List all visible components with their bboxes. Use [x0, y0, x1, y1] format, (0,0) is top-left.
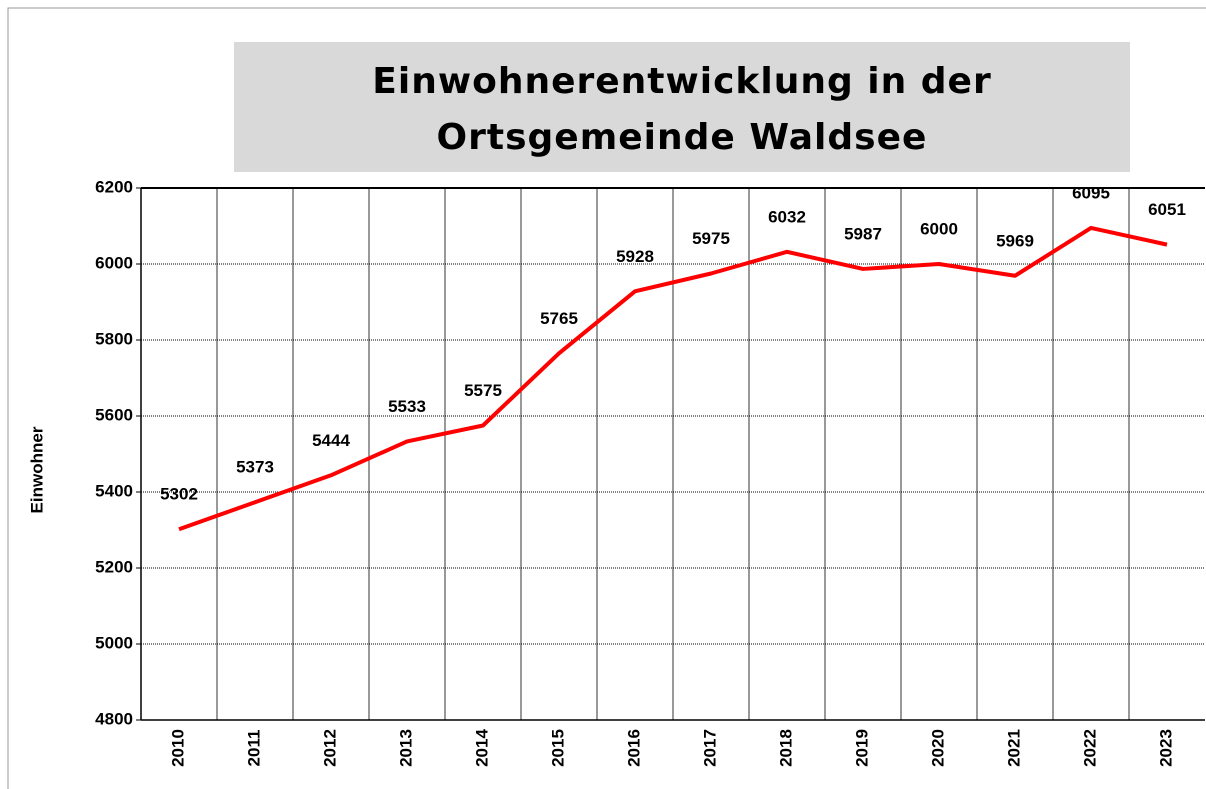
y-tick-label: 4800: [95, 709, 133, 728]
x-tick-label: 2018: [776, 729, 795, 767]
x-tick-label: 2023: [1156, 729, 1175, 767]
y-tick-label: 5600: [95, 405, 133, 424]
data-label: 5533: [388, 397, 426, 416]
x-tick-label: 2010: [168, 729, 187, 767]
x-tick-label: 2013: [396, 729, 415, 767]
data-label: 6032: [768, 207, 806, 226]
x-tick-label: 2014: [472, 729, 491, 767]
y-tick-label: 5200: [95, 557, 133, 576]
x-tick-label: 2015: [548, 729, 567, 767]
frame: [7, 7, 1206, 789]
data-label: 5373: [236, 458, 274, 477]
y-tick-label: 6000: [95, 253, 133, 272]
x-tick-label: 2022: [1080, 729, 1099, 767]
data-label: 6051: [1148, 200, 1186, 219]
chart-title: Einwohnerentwicklung in der Ortsgemeinde…: [234, 42, 1130, 172]
x-tick-label: 2017: [700, 729, 719, 767]
data-label: 5765: [540, 309, 578, 328]
data-label: 5302: [160, 485, 198, 504]
data-label: 5969: [996, 231, 1034, 250]
x-tick-label: 2020: [928, 729, 947, 767]
y-tick-label: 6200: [95, 177, 133, 196]
y-tick-label: 5000: [95, 633, 133, 652]
data-label: 5444: [312, 431, 350, 450]
x-tick-label: 2019: [852, 729, 871, 767]
data-label: 6000: [920, 219, 958, 238]
y-tick-label: 5400: [95, 481, 133, 500]
x-tick-label: 2016: [624, 729, 643, 767]
line: [178, 225, 1168, 532]
y-axis-label: Einwohner: [27, 426, 46, 513]
data-label: 5987: [844, 224, 882, 243]
x-tick-label: 2012: [320, 729, 339, 767]
data-label: 6095: [1072, 183, 1110, 202]
x-tick-label: 2011: [244, 730, 263, 767]
data-label: 5575: [464, 381, 502, 400]
data-label: 5975: [692, 229, 730, 248]
x-tick-label: 2021: [1004, 729, 1023, 767]
data-label: 5928: [616, 247, 654, 266]
y-tick-label: 5800: [95, 329, 133, 348]
